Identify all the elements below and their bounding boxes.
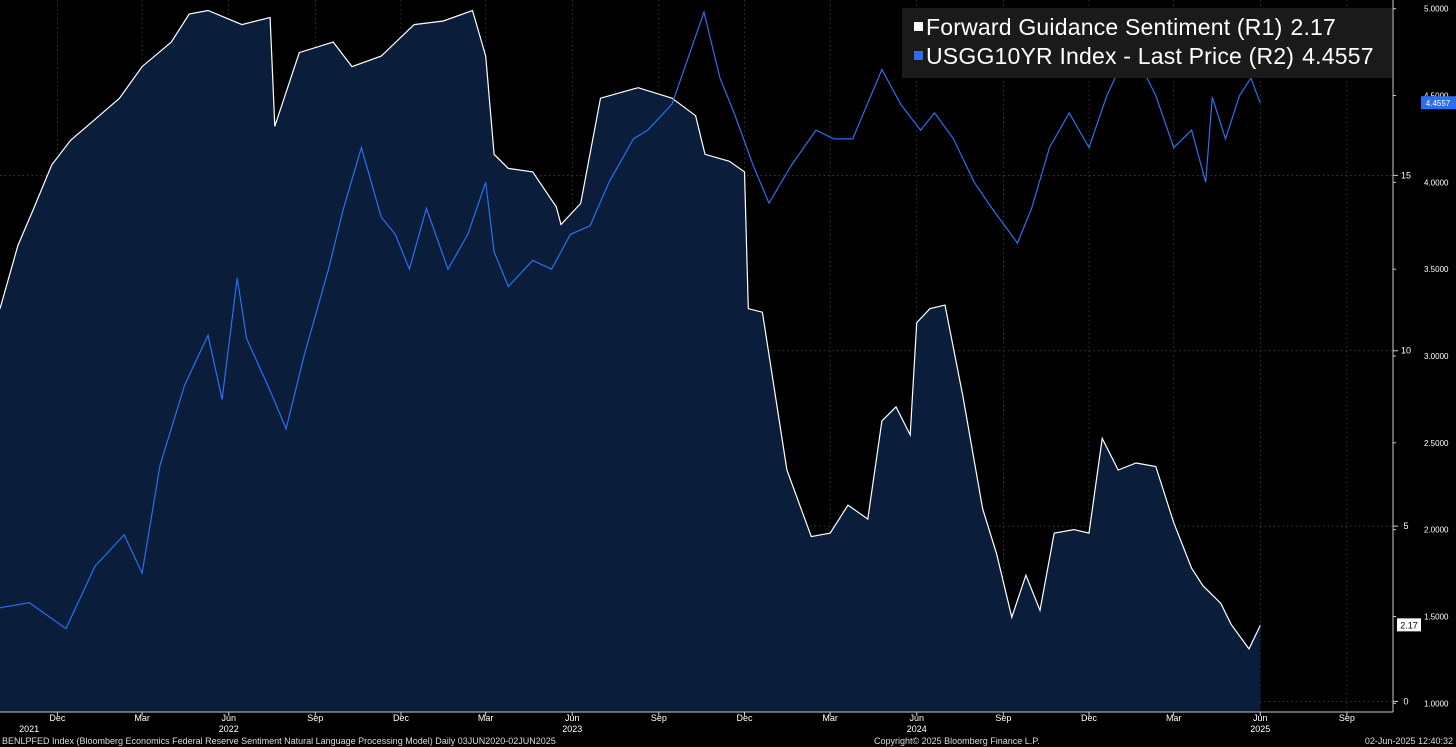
x-tick-label: Dec (736, 713, 753, 723)
year-label: 2021 (19, 724, 39, 734)
r2-tick-label: 1.0000 (1424, 699, 1449, 708)
x-tick-label: Sep (307, 713, 323, 723)
x-tick-label: Jun (1253, 713, 1268, 723)
sentiment-last-value-tag (1397, 618, 1421, 632)
legend-sentiment-value: 2.17 (1290, 14, 1337, 40)
yield-line (0, 10, 1261, 630)
x-tick-label: Mar (134, 713, 150, 723)
sentiment-area (0, 10, 1261, 712)
legend-item-yield[interactable]: USGG10YR Index - Last Price (R2) 4.4557 (914, 43, 1374, 70)
footer-copyright: Copyright© 2025 Bloomberg Finance L.P. (874, 736, 1040, 746)
x-tick-label: Sep (995, 713, 1011, 723)
x-tick-label: Mar (1166, 713, 1182, 723)
year-label: 2022 (219, 724, 239, 734)
year-label: 2024 (907, 724, 927, 734)
yield-last-value-tag (1421, 96, 1456, 110)
series-layer (0, 9, 1261, 712)
r2-tick-label: 2.5000 (1424, 439, 1449, 448)
sentiment-line (0, 9, 1261, 651)
footer-timestamp: 02-Jun-2025 12:40:32 (1364, 736, 1453, 746)
x-tick-label: Dec (49, 713, 66, 723)
x-tick-label: Jun (565, 713, 580, 723)
legend: Forward Guidance Sentiment (R1) 2.17 USGG… (902, 8, 1392, 78)
footer-source: BENLPFED Index (Bloomberg Economics Fede… (2, 736, 556, 746)
x-tick-label: Mar (822, 713, 838, 723)
r1-tick-label: 5 (1403, 521, 1408, 531)
r2-tick-label: 4.0000 (1424, 178, 1449, 187)
yield-swatch-icon (914, 51, 923, 61)
x-tick-label: Mar (478, 713, 494, 723)
sentiment-swatch-icon (914, 22, 923, 32)
r1-tick-label: 15 (1401, 170, 1411, 180)
x-tick-label: Dec (393, 713, 410, 723)
legend-yield-label: USGG10YR Index - Last Price (R2) (926, 43, 1295, 69)
year-label: 2025 (1250, 724, 1270, 734)
r1-tick-label: 0 (1403, 696, 1408, 706)
r2-tick-label: 5.0000 (1424, 5, 1449, 14)
r1-tick-label: 10 (1401, 346, 1411, 356)
yield-last-value-text: 4.4557 (1426, 99, 1451, 108)
r2-tick-label: 3.0000 (1424, 352, 1449, 361)
legend-sentiment-label: Forward Guidance Sentiment (R1) (926, 14, 1283, 40)
r2-tick-label: 3.5000 (1424, 265, 1449, 274)
x-tick-label: Sep (1339, 713, 1355, 723)
year-label: 2023 (562, 724, 582, 734)
legend-yield-value: 4.4557 (1302, 43, 1374, 69)
x-tick-label: Jun (221, 713, 236, 723)
legend-item-sentiment[interactable]: Forward Guidance Sentiment (R1) 2.17 (914, 14, 1336, 41)
x-tick-label: Sep (651, 713, 667, 723)
r2-tick-label: 4.5000 (1424, 92, 1449, 101)
sentiment-last-value-text: 2.17 (1400, 620, 1418, 630)
x-tick-label: Jun (909, 713, 924, 723)
x-tick-label: Dec (1081, 713, 1098, 723)
r2-tick-label: 1.5000 (1424, 612, 1449, 621)
r2-tick-label: 2.0000 (1424, 526, 1449, 535)
